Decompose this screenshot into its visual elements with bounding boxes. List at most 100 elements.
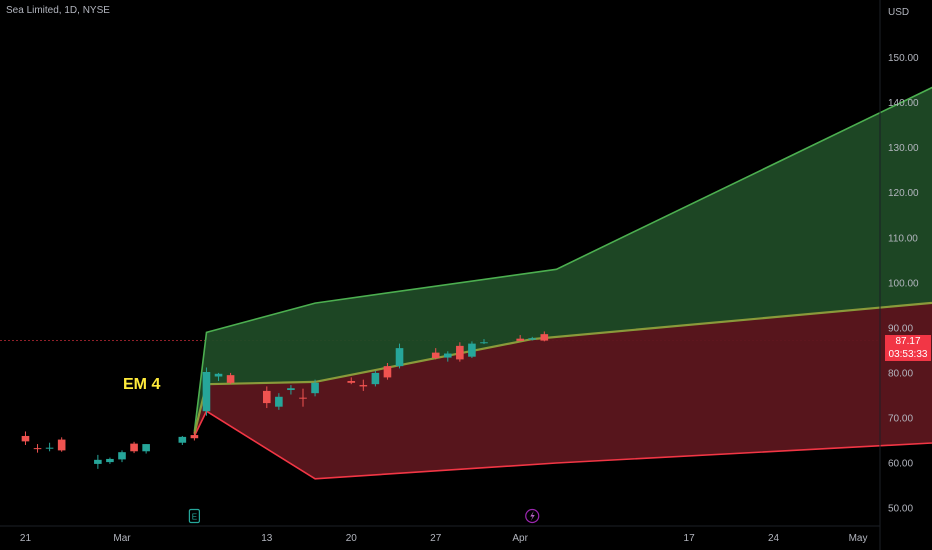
candle [118,450,126,463]
candle-body [214,373,223,377]
candle-body [178,436,187,443]
lower-band-fill [194,302,932,479]
earnings-marker-icon[interactable]: E [188,508,200,524]
price-axis-unit: USD [888,7,909,18]
candle [359,379,368,391]
candle [142,444,150,454]
y-tick-label: 50.00 [888,504,913,515]
candle-body [468,343,476,357]
candle [371,370,380,387]
candle [190,431,199,441]
candle-body [359,385,368,387]
x-tick-label: 20 [346,533,358,544]
y-tick-label: 110.00 [888,233,918,244]
earnings-marker-box [188,508,200,524]
upper-band-line [193,86,932,432]
y-tick-label: 100.00 [888,278,919,289]
candle [202,367,211,416]
y-tick-label: 150.00 [888,53,919,64]
candle [347,377,356,385]
candle-body [57,439,66,451]
y-tick-label: 70.00 [888,413,913,424]
candle [299,388,307,407]
x-tick-label: 13 [261,533,273,544]
last-price-tag: 87.17 03:53:33 [885,335,931,361]
split-marker-ring [525,508,540,524]
candle-body [45,447,54,449]
x-tick-label: 27 [430,533,442,544]
candle [395,343,404,369]
candle-body [142,444,150,452]
candle [287,385,295,395]
candle [130,441,138,454]
candle-body [275,396,283,407]
y-tick-label: 120.00 [888,188,919,199]
candle [94,454,102,469]
candle [528,336,537,341]
candle-body [516,338,524,341]
candle [106,457,114,464]
candle-body [431,352,440,359]
last-price-countdown: 03:53:33 [888,349,928,360]
x-tick-label: 21 [20,533,32,544]
upper-band-fill [194,87,932,434]
candle-body [130,443,138,452]
candle-body [33,448,42,450]
earnings-marker-letter: E [192,513,197,522]
candle [21,431,30,445]
candle [45,442,54,452]
candle-body [347,381,356,383]
y-tick-label: 90.00 [888,323,913,334]
candle [275,393,283,410]
candle [431,348,440,360]
em-label: EM 4 [123,376,160,393]
candle-body [480,342,488,344]
candle-body [456,345,464,360]
candle-body [528,338,537,340]
candle-body [371,372,380,385]
candle [516,335,524,341]
y-tick-label: 80.00 [888,368,913,379]
candle-body [299,397,307,399]
y-tick-label: 140.00 [888,98,919,109]
y-tick-label: 60.00 [888,459,913,470]
x-tick-label: Apr [512,533,528,544]
lower-band-line [193,410,932,480]
candle [262,386,271,409]
candle-body [190,435,199,439]
candle-body [202,371,211,412]
candle [540,331,549,342]
x-tick-label: Mar [113,533,131,544]
candle [33,444,42,453]
y-tick-label: 130.00 [888,143,919,154]
candle-body [395,348,404,367]
x-tick-label: 17 [684,533,696,544]
candle [311,379,319,397]
split-marker-icon[interactable] [525,508,540,524]
split-marker-bolt [530,511,535,521]
candle-body [21,435,30,442]
candle-body [262,390,271,404]
x-tick-label: May [849,533,868,544]
candle-body [118,452,126,460]
candle [383,362,392,380]
candle [456,342,464,362]
candle [214,372,223,382]
candle [468,341,476,359]
candle [57,437,66,452]
chart-title: Sea Limited, 1D, NYSE [6,5,110,16]
candle-body [94,459,102,464]
candle-body [106,458,114,463]
candle-body [287,388,295,391]
candle-body [311,382,319,394]
candle-body [383,366,392,378]
candle-body [226,375,235,383]
x-tick-label: 24 [768,533,780,544]
candle-body [443,353,452,358]
candle [178,435,187,445]
last-price-value: 87.17 [895,336,921,347]
candle [480,339,488,345]
candle [443,351,452,362]
candle [226,372,235,385]
